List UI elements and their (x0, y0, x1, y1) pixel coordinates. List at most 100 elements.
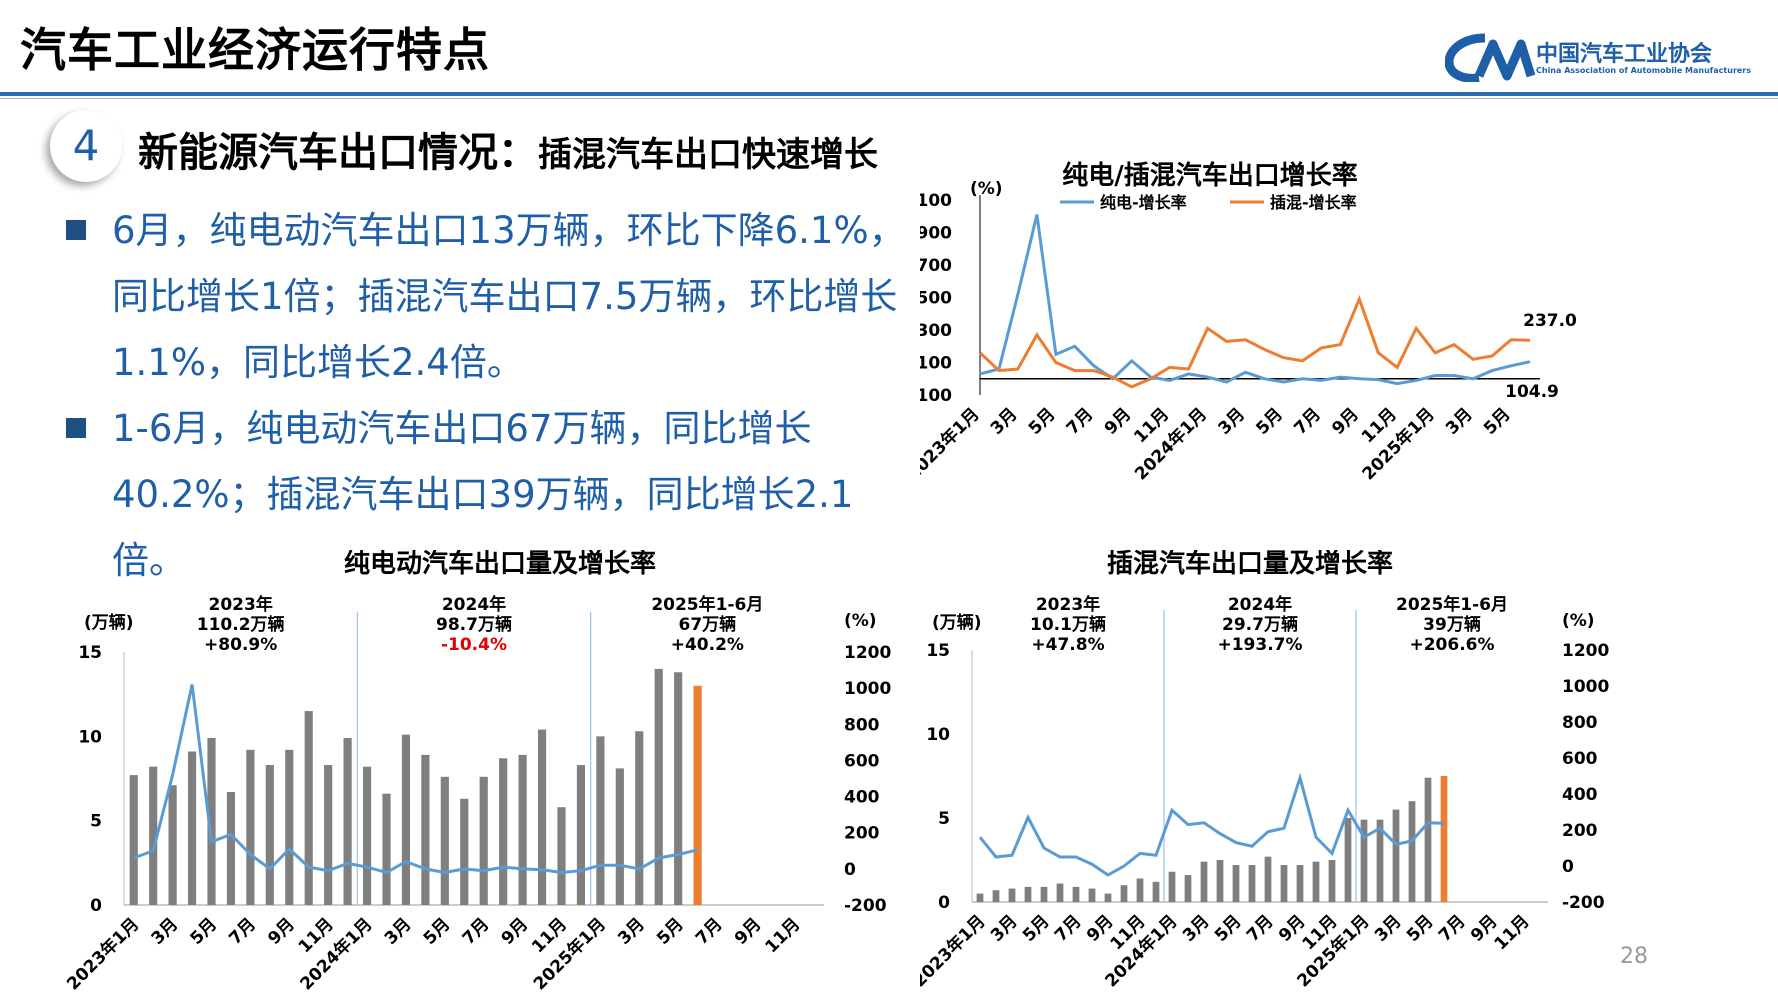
bar (1424, 777, 1432, 902)
y-right-tick-label: 0 (1562, 857, 1574, 877)
y-tick-label: 1100 (920, 191, 952, 211)
bar (1056, 883, 1064, 902)
bullet-item: 1-6月，纯电动汽车出口67万辆，同比增长40.2%；插混汽车出口39万辆，同比… (62, 396, 912, 594)
bar (674, 672, 683, 905)
annotation-total: 67万辆 (678, 614, 736, 635)
bar (187, 751, 197, 905)
annotation-year: 2025年1-6月 (651, 594, 763, 615)
bar (1344, 818, 1352, 902)
series-line (978, 294, 1531, 389)
y-left-tick-label: 10 (78, 727, 102, 747)
bar (1008, 888, 1016, 902)
x-tick-label: 3月 (1179, 911, 1214, 946)
annotation-growth: +40.2% (671, 635, 744, 655)
legend-label: 纯电-增长率 (1100, 193, 1187, 212)
x-tick-label: 3月 (987, 404, 1022, 439)
bar (518, 754, 527, 905)
end-label-phev: 237.0 (1523, 311, 1577, 331)
bar (324, 765, 333, 905)
bar (362, 766, 372, 905)
x-tick-label: 3月 (1371, 911, 1406, 946)
x-tick-label: 3月 (1442, 404, 1477, 439)
section-title: 新能源汽车出口情况：插混汽车出口快速增长 (138, 120, 878, 178)
x-tick-label: 9月 (264, 914, 299, 949)
section-number: 4 (50, 110, 122, 182)
annotation-growth: +206.6% (1409, 635, 1494, 655)
x-tick-label: 7月 (692, 914, 727, 949)
y-axis-left-unit: (万辆) (932, 612, 982, 633)
bar (615, 768, 624, 905)
bar (1360, 819, 1368, 902)
x-tick-label: 7月 (1051, 911, 1086, 946)
bar (654, 668, 663, 905)
bullet-item: 6月，纯电动汽车出口13万辆，环比下降6.1%，同比增长1倍；插混汽车出口7.5… (62, 198, 912, 396)
y-right-tick-label: 0 (844, 860, 856, 880)
bar (1072, 886, 1080, 902)
chart-title: 纯电/插混汽车出口增长率 (1062, 160, 1358, 191)
x-tick-label: 9月 (731, 914, 766, 949)
bar (635, 731, 644, 905)
bar (382, 793, 391, 905)
y-right-tick-label: 600 (1562, 749, 1598, 769)
annotation-total: 98.7万辆 (436, 614, 512, 635)
bar (168, 785, 177, 905)
logo-text-en: China Association of Automobile Manufact… (1536, 66, 1752, 75)
y-tick-label: -100 (920, 386, 952, 406)
y-left-tick-label: 15 (78, 643, 102, 663)
growth-line (978, 772, 1445, 877)
bullet-text: 6月，纯电动汽车出口13万辆，环比下降6.1%，同比增长1倍；插混汽车出口7.5… (112, 209, 906, 384)
y-tick-label: 900 (920, 224, 952, 244)
bar (1328, 860, 1336, 902)
y-tick-label: 700 (920, 256, 952, 276)
logo-text-cn: 中国汽车工业协会 (1536, 42, 1713, 67)
x-tick-label: 5月 (653, 914, 688, 949)
bar (1232, 865, 1240, 902)
bar (129, 775, 138, 905)
bullet-list: 6月，纯电动汽车出口13万辆，环比下降6.1%，同比增长1倍；插混汽车出口7.5… (62, 198, 912, 594)
header-divider (0, 92, 1778, 96)
x-tick-label: 5月 (1252, 404, 1287, 439)
bar (226, 791, 236, 905)
annotation-total: 10.1万辆 (1030, 614, 1106, 635)
x-tick-label: 7月 (459, 914, 494, 949)
x-tick-label: 7月 (1243, 911, 1278, 946)
x-tick-label: 2023年1月 (63, 914, 144, 995)
y-right-tick-label: 1200 (1562, 641, 1609, 661)
x-tick-label: 2023年1月 (920, 404, 984, 485)
bar (576, 765, 586, 905)
bar (1392, 809, 1400, 902)
y-right-tick-label: 600 (844, 751, 880, 771)
y-axis-right-unit: (%) (1562, 611, 1595, 631)
x-tick-label: 7月 (225, 914, 260, 949)
bar (1136, 878, 1144, 902)
bar (1120, 885, 1128, 902)
x-tick-label: 5月 (1211, 911, 1246, 946)
x-tick-label: 3月 (381, 914, 416, 949)
y-left-tick-label: 0 (938, 893, 950, 913)
annotation-year: 2023年 (1036, 594, 1100, 615)
bar (1216, 860, 1224, 902)
bar (1376, 819, 1384, 902)
bar (1024, 886, 1032, 902)
bar (460, 798, 469, 905)
bar (596, 736, 605, 905)
bar (1408, 801, 1416, 902)
annotation-year: 2025年1-6月 (1396, 594, 1508, 615)
x-tick-label: 11月 (761, 914, 804, 957)
y-right-tick-label: 1200 (844, 643, 891, 663)
bar (285, 749, 294, 905)
annotation-growth: -10.4% (441, 635, 507, 655)
bar (557, 807, 566, 905)
y-right-tick-label: 400 (1562, 785, 1598, 805)
bar (1040, 886, 1048, 902)
bar (976, 893, 984, 902)
y-axis-right-unit: (%) (844, 611, 877, 631)
bar (343, 738, 352, 905)
annotation-year: 2024年 (442, 594, 506, 615)
y-right-tick-label: 200 (1562, 821, 1598, 841)
section-subtitle: 插混汽车出口快速增长 (538, 135, 878, 175)
bar (1280, 865, 1288, 902)
bar-current-month (693, 685, 702, 905)
phev-export-chart: 插混汽车出口量及增长率 (万辆) (%) 15 10 5 0 1200 1000 800 600 40… (920, 550, 1609, 991)
y-right-tick-label: 1000 (1562, 677, 1609, 697)
